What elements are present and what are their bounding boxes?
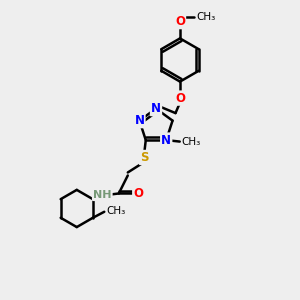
Text: O: O [175,92,185,105]
Text: N: N [161,134,171,147]
Text: N: N [134,114,145,127]
Text: S: S [140,151,148,164]
Text: NH: NH [93,190,112,200]
Text: CH₃: CH₃ [182,136,201,147]
Text: N: N [151,102,161,115]
Text: CH₃: CH₃ [196,12,216,22]
Text: O: O [133,187,143,200]
Text: O: O [175,15,185,28]
Text: CH₃: CH₃ [106,206,126,216]
